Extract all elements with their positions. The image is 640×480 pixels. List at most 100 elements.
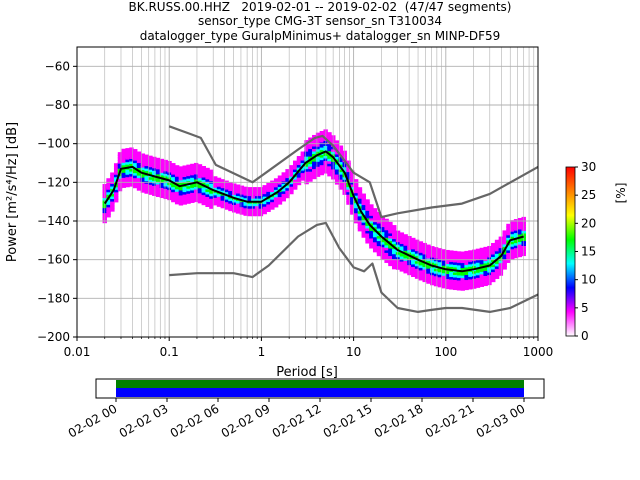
timeline-tick-label: 02-02 18 [372, 401, 426, 440]
heatmap-cell [452, 255, 458, 260]
heatmap-cell [426, 279, 431, 284]
heatmap-cell [372, 230, 378, 235]
heatmap-cell [460, 251, 465, 256]
heatmap-cell [414, 249, 420, 254]
heatmap-cell [506, 243, 511, 248]
heatmap-cell [296, 171, 302, 176]
heatmap-cell [502, 263, 507, 268]
heatmap-cell [190, 188, 195, 193]
heatmap-cell [483, 246, 488, 251]
heatmap-cell [110, 192, 115, 197]
heatmap-cell [487, 258, 492, 263]
heatmap-cell [422, 270, 427, 275]
heatmap-cell [437, 258, 443, 263]
heatmap-cell [491, 263, 496, 268]
heatmap-cell [361, 228, 366, 233]
heatmap-cell [422, 242, 427, 247]
heatmap-cell [395, 263, 401, 268]
heatmap-cell [273, 200, 279, 205]
heatmap-cell [399, 255, 405, 260]
heatmap-cell [491, 270, 496, 275]
heatmap-cell [193, 177, 199, 182]
heatmap-cell [361, 201, 366, 206]
heatmap-cell [395, 243, 401, 248]
heatmap-cell [372, 210, 378, 215]
heatmap-cell [483, 251, 488, 256]
heatmap-cell [319, 131, 325, 136]
heatmap-cell [193, 167, 199, 172]
heatmap-cell [399, 260, 405, 265]
heatmap-cell [171, 190, 176, 195]
heatmap-cell [513, 249, 519, 254]
heatmap-cell [289, 170, 294, 175]
heatmap-cell [106, 208, 111, 213]
heatmap-cell [517, 220, 523, 225]
heatmap-cell [270, 195, 275, 200]
heatmap-cell [205, 170, 210, 175]
heatmap-cell [395, 250, 401, 255]
heatmap-cell [308, 147, 313, 152]
heatmap-cell [395, 240, 401, 245]
heatmap-cell [216, 177, 222, 182]
heatmap-cell [380, 245, 385, 250]
heatmap-cell [445, 252, 450, 257]
colorbar-tick-label: 20 [581, 216, 596, 230]
heatmap-cell [201, 178, 206, 183]
heatmap-cell [171, 168, 176, 173]
heatmap-cell [353, 194, 359, 199]
heatmap-cell [433, 279, 439, 284]
heatmap-cell [334, 165, 340, 170]
heatmap-cell [327, 147, 332, 152]
heatmap-cell [430, 261, 435, 266]
heatmap-cell [353, 214, 359, 219]
heatmap-cell [163, 172, 168, 177]
heatmap-cell [292, 165, 298, 170]
heatmap-cell [479, 255, 485, 260]
heatmap-cell [471, 259, 477, 264]
heatmap-cell [205, 177, 210, 182]
heatmap-cell [346, 185, 351, 190]
heatmap-cell [388, 229, 393, 234]
heatmap-cell [414, 239, 420, 244]
heatmap-cell [506, 233, 511, 238]
heatmap-cell [266, 197, 271, 202]
heatmap-cell [155, 157, 161, 162]
heatmap-cell [498, 236, 504, 241]
heatmap-cell [471, 282, 477, 287]
heatmap-cell [171, 195, 176, 200]
heatmap-cell [262, 202, 267, 207]
heatmap-cell [304, 157, 309, 162]
heatmap-cell [239, 193, 245, 198]
x-tick-label: 0.01 [64, 345, 91, 359]
heatmap-cell [125, 170, 130, 175]
heatmap-cell [430, 246, 435, 251]
heatmap-cell [430, 268, 435, 273]
heatmap-cell [197, 196, 203, 201]
heatmap-cell [361, 206, 366, 211]
heatmap-cell [251, 212, 256, 217]
heatmap-cell [479, 252, 485, 257]
heatmap-cell [106, 210, 111, 215]
heatmap-cell [182, 190, 187, 195]
heatmap-cell [392, 265, 397, 270]
heatmap-cell [232, 183, 237, 188]
heatmap-cell [430, 258, 435, 263]
heatmap-cell [209, 174, 214, 179]
heatmap-cell [392, 252, 397, 257]
heatmap-cell [376, 242, 382, 247]
heatmap-cell [456, 261, 462, 266]
heatmap-cell [193, 170, 199, 175]
heatmap-cell [186, 197, 191, 202]
heatmap-cell [445, 270, 450, 275]
heatmap-cell [479, 267, 485, 272]
heatmap-cell [121, 173, 127, 178]
heatmap-cell [258, 192, 264, 197]
heatmap-cell [498, 264, 504, 269]
heatmap-cell [121, 161, 127, 166]
heatmap-cell [399, 234, 405, 239]
heatmap-cell [491, 253, 496, 258]
heatmap-cell [441, 264, 446, 269]
heatmap-cell [483, 271, 488, 276]
heatmap-cell [190, 186, 195, 191]
